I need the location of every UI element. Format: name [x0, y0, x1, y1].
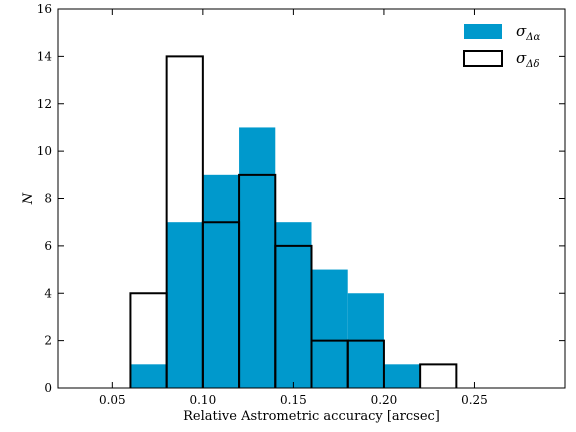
x-axis-label: Relative Astrometric accuracy [arcsec] — [183, 409, 440, 424]
x-tick-label: 0.20 — [371, 393, 398, 407]
y-tick-label: 16 — [37, 2, 52, 16]
y-tick-label: 4 — [44, 286, 52, 300]
y-tick-label: 12 — [37, 97, 52, 111]
bar-sigma-alpha-7 — [383, 364, 421, 388]
axis-ticks-layer: 0.05 0.10 0.15 0.20 0.25 0 2 4 6 8 10 12 14 16 — [37, 2, 565, 407]
legend-swatch-sigma-delta — [463, 50, 503, 67]
bar-sigma-alpha-0 — [130, 364, 167, 388]
y-tick-label: 8 — [44, 192, 52, 206]
filled-bars-layer — [130, 127, 421, 388]
bar-sigma-alpha-2 — [202, 174, 240, 388]
step-bin-sigma-delta-4 — [274, 244, 313, 388]
y-axis-label: N — [21, 192, 36, 205]
y-tick-label: 0 — [44, 381, 52, 395]
legend: σΔα σΔδ — [463, 22, 540, 70]
bar-sigma-alpha-5 — [311, 269, 348, 388]
legend-label-sigma-delta: σΔδ — [516, 49, 540, 70]
legend-label-sigma-alpha: σΔα — [516, 22, 540, 43]
y-tick-label: 2 — [44, 334, 52, 348]
bar-sigma-alpha-4 — [275, 222, 312, 388]
y-tick-label: 14 — [37, 49, 53, 63]
x-tick-label: 0.15 — [280, 393, 307, 407]
step-bin-sigma-delta-8 — [419, 363, 458, 388]
step-outline-layer — [129, 55, 458, 388]
x-tick-label: 0.25 — [461, 393, 488, 407]
x-tick-label: 0.05 — [99, 393, 126, 407]
step-bin-sigma-delta-6 — [346, 339, 385, 388]
y-tick-label: 6 — [44, 239, 52, 253]
x-tick-label: 0.10 — [189, 393, 216, 407]
bar-sigma-alpha-3 — [239, 127, 276, 388]
y-tick-label: 10 — [37, 144, 52, 158]
bar-sigma-alpha-1 — [166, 222, 203, 388]
legend-swatch-sigma-alpha — [464, 24, 502, 39]
